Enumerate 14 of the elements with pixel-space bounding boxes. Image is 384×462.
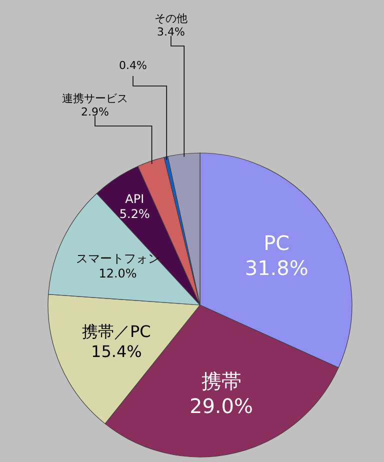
data-label: 5.2%	[119, 206, 150, 221]
slice-label: 携帯	[201, 369, 242, 394]
data-label: 3.4%	[157, 26, 185, 39]
data-label: 12.0%	[98, 266, 137, 280]
data-label: 31.8%	[244, 256, 308, 280]
data-label: 15.4%	[91, 342, 142, 362]
slice-label: PC	[264, 231, 290, 256]
data-label: 29.0%	[189, 394, 254, 418]
slice-label: その他	[154, 12, 188, 25]
slice-label: 携帯／PC	[82, 322, 151, 342]
slice-label: API	[125, 192, 144, 206]
data-label: 0.4%	[119, 58, 147, 72]
slice-label: 連携サービス	[62, 92, 128, 105]
data-label: 2.9%	[81, 106, 109, 119]
